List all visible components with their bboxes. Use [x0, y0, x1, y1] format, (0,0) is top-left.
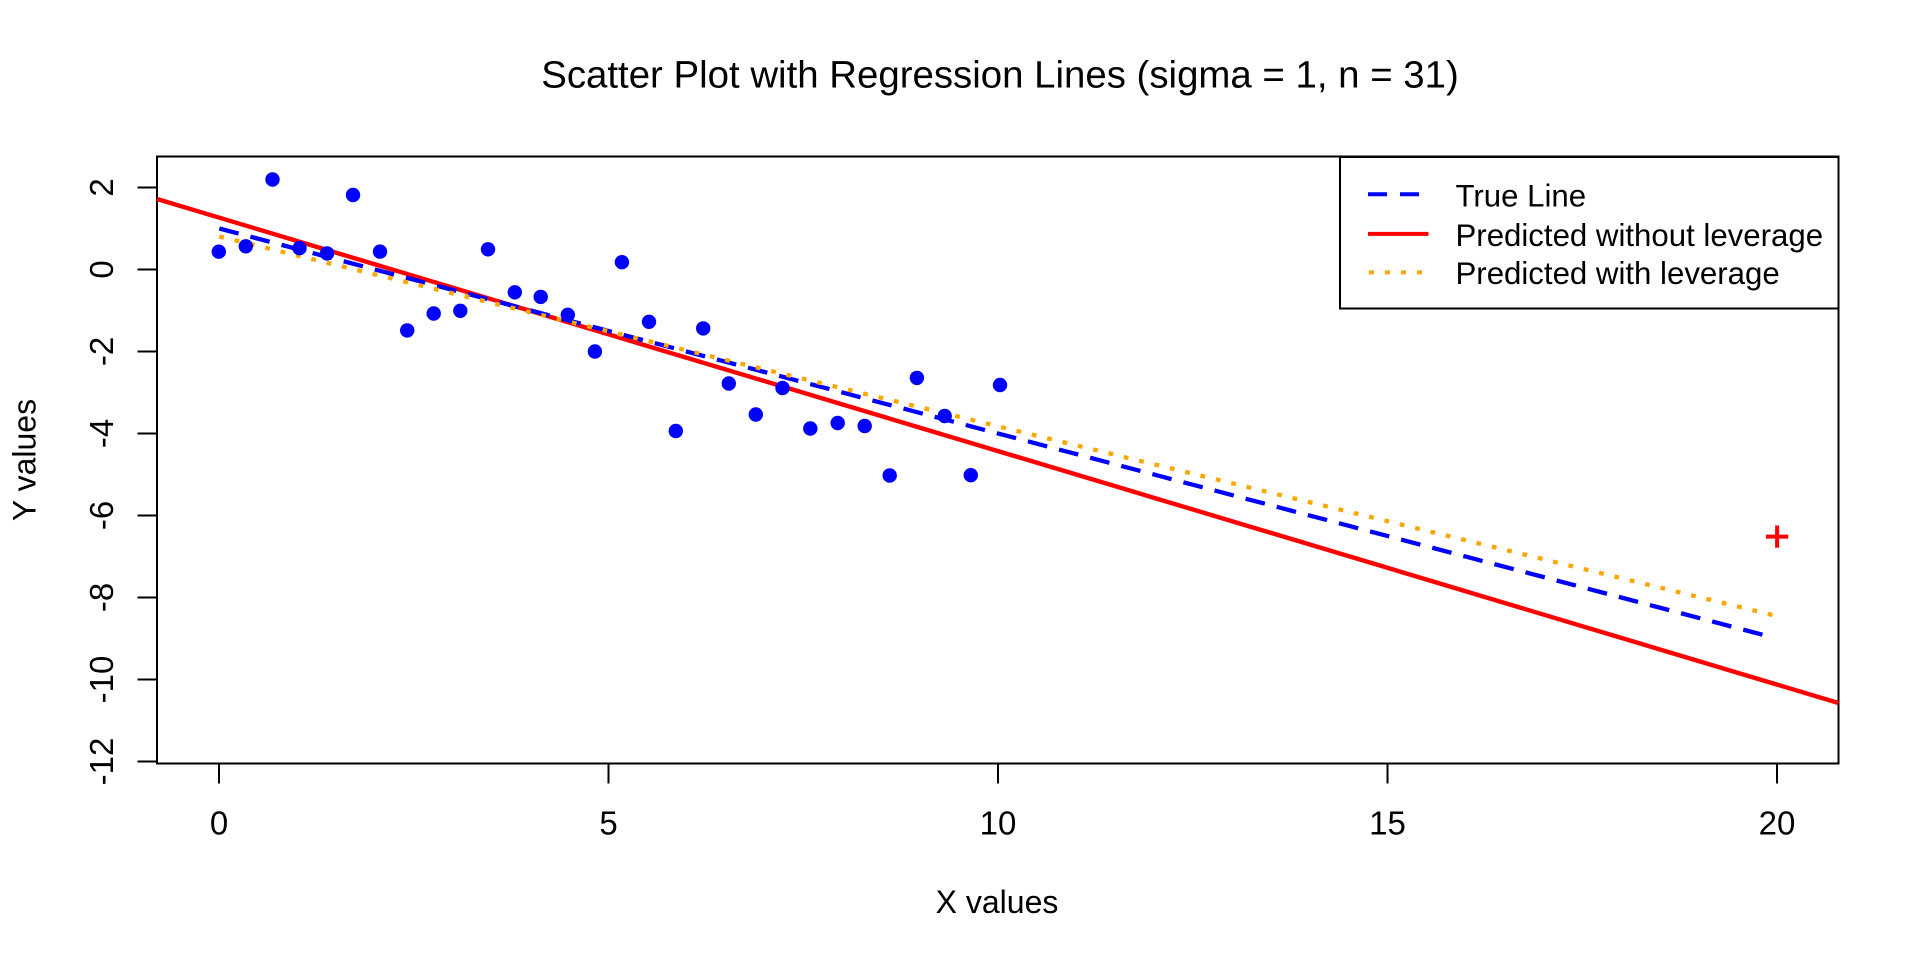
svg-text:Predicted without leverage: Predicted without leverage — [1456, 218, 1824, 253]
svg-text:2: 2 — [83, 178, 120, 196]
svg-text:-2: -2 — [83, 337, 120, 366]
svg-text:Y values: Y values — [7, 399, 43, 521]
svg-text:-4: -4 — [83, 419, 120, 448]
svg-text:Scatter Plot with Regression L: Scatter Plot with Regression Lines (sigm… — [541, 54, 1459, 97]
svg-text:5: 5 — [599, 805, 617, 842]
svg-text:-10: -10 — [83, 656, 120, 704]
svg-text:Predicted with leverage: Predicted with leverage — [1456, 256, 1780, 291]
svg-text:True Line: True Line — [1456, 179, 1587, 214]
svg-text:20: 20 — [1759, 805, 1796, 842]
svg-text:10: 10 — [980, 805, 1017, 842]
svg-text:0: 0 — [210, 805, 228, 842]
svg-text:-12: -12 — [83, 738, 120, 786]
svg-text:-6: -6 — [83, 501, 120, 530]
svg-text:-8: -8 — [83, 583, 120, 612]
svg-text:15: 15 — [1369, 805, 1406, 842]
svg-text:0: 0 — [83, 260, 120, 278]
svg-text:X values: X values — [936, 884, 1059, 920]
